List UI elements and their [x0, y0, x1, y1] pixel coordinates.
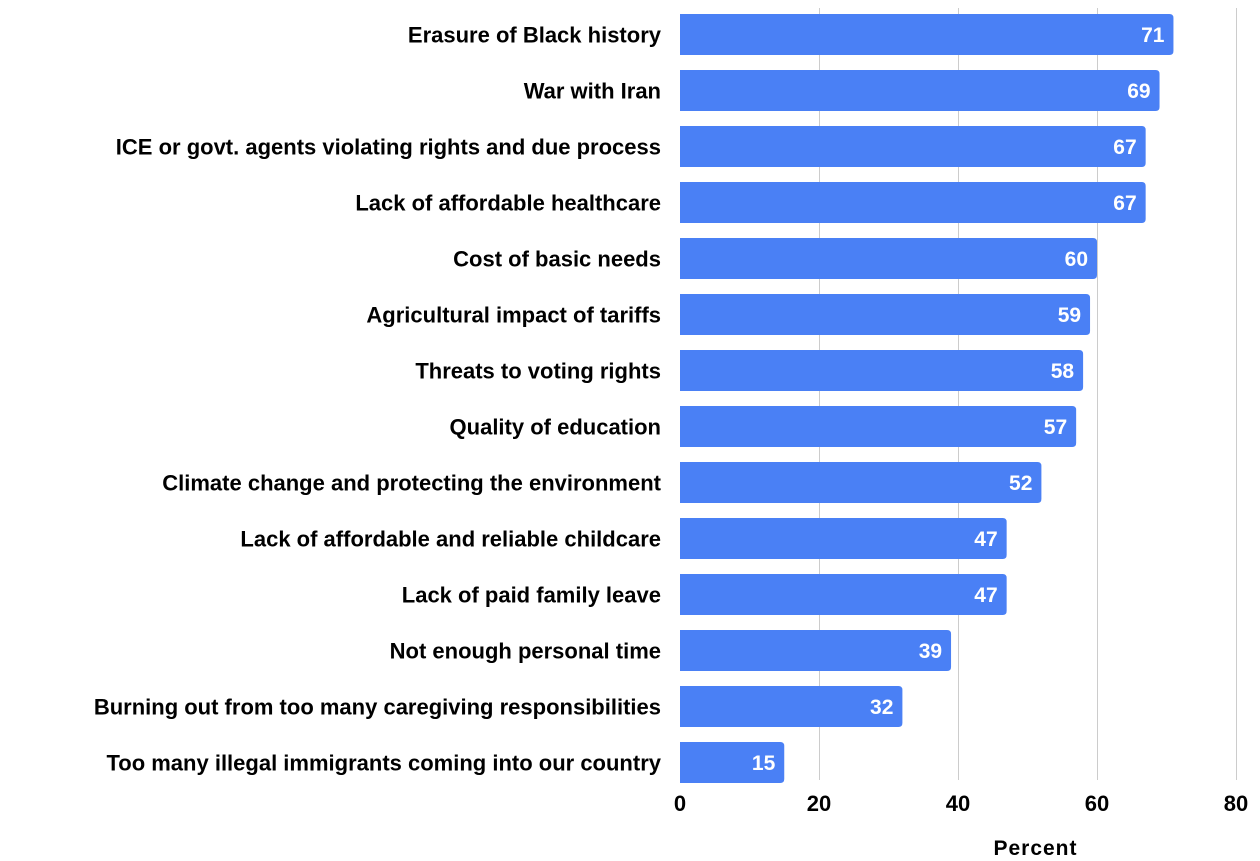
category-label: Quality of education: [450, 415, 661, 440]
category-label: Climate change and protecting the enviro…: [162, 471, 661, 496]
category-label: Not enough personal time: [390, 639, 661, 664]
category-labels: Erasure of Black history War with Iran ICE…: [94, 23, 662, 776]
category-label: Agricultural impact of tariffs: [366, 303, 661, 328]
bar-value-label: 52: [1009, 472, 1032, 495]
bar: [680, 14, 1174, 55]
bar-value-label: 71: [1141, 24, 1165, 47]
bar: [680, 742, 785, 783]
category-label: ICE or govt. agents violating rights and…: [116, 135, 661, 160]
bar-value-label: 69: [1127, 80, 1150, 103]
category-label: Lack of paid family leave: [402, 583, 661, 608]
value-labels: 71 69 67 67 60 59 58 57 52 47 47 39 32 15: [752, 24, 1165, 775]
bars: [680, 14, 1174, 783]
bar: [680, 686, 903, 727]
x-tick-label: 0: [674, 791, 686, 816]
bar: [680, 126, 1146, 167]
bar-value-label: 60: [1065, 248, 1088, 271]
bar: [680, 574, 1007, 615]
bar: [680, 294, 1091, 335]
bar-value-label: 58: [1051, 360, 1075, 383]
bar: [680, 462, 1042, 503]
x-axis-ticks: 0 20 40 60 80: [674, 791, 1248, 816]
x-axis-title: Percent: [993, 837, 1077, 860]
x-tick-label: 20: [807, 791, 831, 816]
bar-value-label: 39: [919, 640, 942, 663]
category-label: Cost of basic needs: [453, 247, 661, 272]
bar: [680, 630, 952, 671]
category-label: Too many illegal immigrants coming into …: [106, 751, 661, 776]
category-label: Burning out from too many caregiving res…: [94, 695, 661, 720]
category-label: Lack of affordable healthcare: [355, 191, 661, 216]
category-label: Threats to voting rights: [415, 359, 661, 384]
bar: [680, 350, 1084, 391]
bar: [680, 182, 1146, 223]
bar-value-label: 32: [870, 696, 893, 719]
bar: [680, 238, 1097, 279]
x-tick-label: 40: [946, 791, 970, 816]
category-label: War with Iran: [524, 79, 661, 104]
bar-value-label: 47: [974, 528, 997, 551]
bar-value-label: 47: [974, 584, 997, 607]
bar: [680, 406, 1077, 447]
bar-value-label: 67: [1113, 136, 1136, 159]
bar-value-label: 15: [752, 752, 776, 775]
x-tick-label: 60: [1085, 791, 1109, 816]
category-label: Erasure of Black history: [408, 23, 662, 48]
bar: [680, 70, 1160, 111]
category-label: Lack of affordable and reliable childcar…: [240, 527, 661, 552]
x-tick-label: 80: [1224, 791, 1248, 816]
bar-value-label: 59: [1058, 304, 1081, 327]
bar-value-label: 67: [1113, 192, 1136, 215]
bar-value-label: 57: [1044, 416, 1067, 439]
bar: [680, 518, 1007, 559]
